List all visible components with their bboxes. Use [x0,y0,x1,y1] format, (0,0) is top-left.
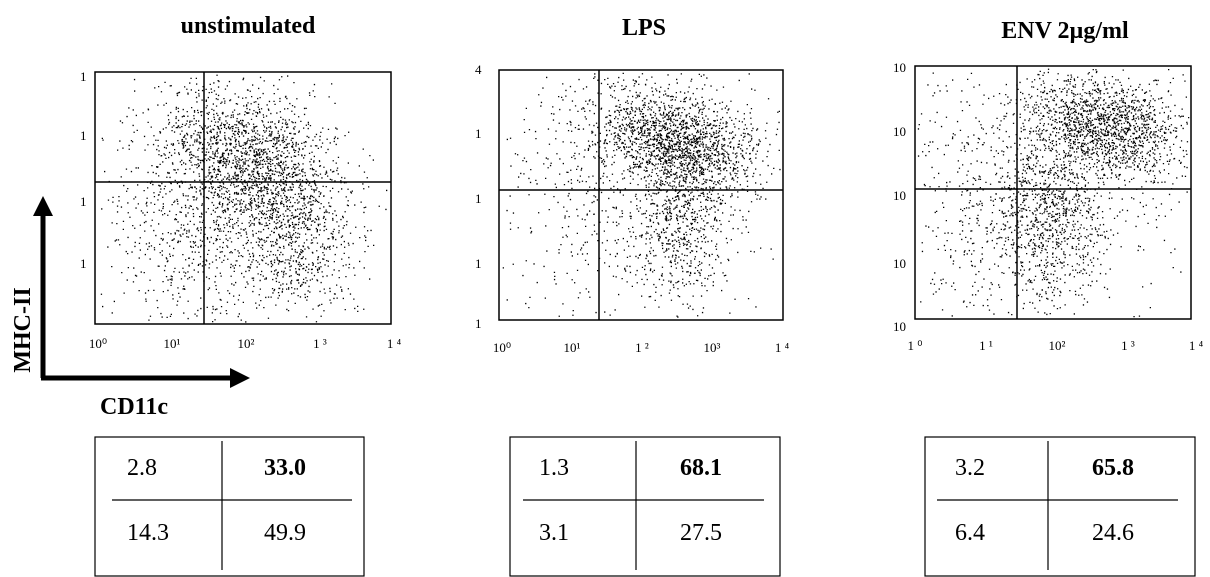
x-tick-label: 10⁰ [493,340,511,355]
table-frame [509,436,781,577]
scatter-points [502,72,781,318]
event-cloud [917,68,1190,318]
y-tick-label: 1 [80,128,87,143]
scatter-points [100,74,388,323]
y-tick-label: 1 [80,256,87,271]
percent-upper-left: 2.8 [127,455,157,481]
percent-lower-right: 24.6 [1092,520,1134,546]
y-tick-label: 10 [893,188,906,203]
percent-upper-right: 65.8 [1092,455,1134,481]
percent-lower-left: 6.4 [955,520,985,546]
plot-frame [94,71,392,325]
y-tick-label: 1 [475,191,482,206]
quadrant-table-lps: 1.3 68.1 3.1 27.5 [509,436,781,577]
axis-arrows: MHC-II CD11c [10,196,250,420]
x-tick-label: 10¹ [564,340,581,355]
event-cloud [100,74,388,323]
percent-upper-right: 33.0 [264,455,306,481]
x-tick-label: 10¹ [164,336,181,351]
y-axis-label: MHC-II [10,287,36,372]
table-frame [94,436,365,577]
table-frame [924,436,1196,577]
x-tick-label: 1 ⁴ [1189,338,1204,353]
y-tick-label: 1 [475,256,482,271]
x-tick-label: 1 ¹ [979,338,993,353]
y-tick-label: 1 [80,69,87,84]
scatter-points [917,68,1190,318]
y-tick-label: 10 [893,256,906,271]
x-tick-label: 1 ⁰ [908,338,923,353]
panel-env: ENV 2µg/ml 10 10 10 10 10 1 ⁰ 1 ¹ 10² 1 … [893,18,1204,353]
percent-upper-right: 68.1 [680,455,722,481]
percent-lower-right: 49.9 [264,520,306,546]
y-tick-label: 10 [893,124,906,139]
x-tick-label: 10² [238,336,255,351]
x-tick-label: 1 ² [635,340,649,355]
plot-frame [914,65,1192,320]
y-tick-label: 1 [80,194,87,209]
y-tick-label: 1 [475,316,482,331]
quadrant-table-unstimulated: 2.8 33.0 14.3 49.9 [94,436,365,577]
x-tick-label: 1 ³ [313,336,327,351]
x-axis-label: CD11c [100,394,168,420]
y-tick-label: 10 [893,319,906,334]
x-tick-label: 10³ [704,340,721,355]
event-cloud [502,72,781,318]
y-tick-label: 4 [475,62,482,77]
x-tick-label: 10⁰ [89,336,107,351]
y-tick-label: 10 [893,60,906,75]
x-tick-label: 1 ⁴ [775,340,790,355]
quadrant-table-env: 3.2 65.8 6.4 24.6 [924,436,1196,577]
x-tick-label: 1 ⁴ [387,336,402,351]
panel-title: unstimulated [181,13,316,39]
plot-frame [498,69,784,321]
panel-title: ENV 2µg/ml [1001,18,1129,44]
x-tick-label: 10² [1049,338,1066,353]
percent-lower-right: 27.5 [680,520,722,546]
x-tick-label: 1 ³ [1121,338,1135,353]
percent-lower-left: 14.3 [127,520,169,546]
y-axis-arrowhead [33,196,53,216]
x-axis-arrowhead [230,368,250,388]
percent-upper-left: 3.2 [955,455,985,481]
panel-unstimulated: unstimulated 1 1 1 1 10⁰ 10¹ 10² 1 ³ 1 ⁴ [80,13,402,351]
y-tick-label: 1 [475,126,482,141]
percent-upper-left: 1.3 [539,455,569,481]
panel-lps: LPS 4 1 1 1 1 10⁰ 10¹ 1 ² 10³ 1 ⁴ [475,15,790,355]
percent-lower-left: 3.1 [539,520,569,546]
panel-title: LPS [622,15,666,41]
